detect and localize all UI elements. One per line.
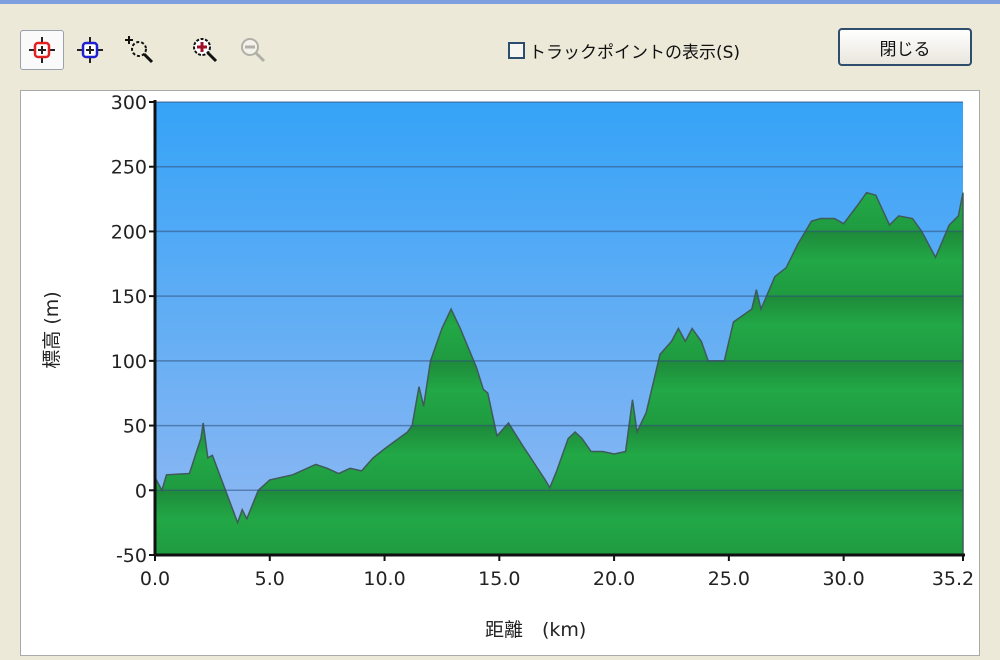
- zoom-area-tool-button[interactable]: [120, 30, 160, 70]
- x-tick-label: 25.0: [708, 568, 750, 590]
- blue-crosshair-tool-button[interactable]: [70, 30, 110, 70]
- y-tick-label: 100: [111, 351, 147, 373]
- x-tick-label: 0.0: [140, 568, 170, 590]
- x-tick-label: 5.0: [255, 568, 285, 590]
- y-tick-label: 250: [111, 157, 147, 179]
- close-button[interactable]: 閉じる: [838, 28, 972, 66]
- elevation-area: [154, 191, 964, 556]
- zoom-area-icon: [125, 36, 154, 64]
- x-tick-label: 35.2: [932, 568, 974, 590]
- y-tick-label: 0: [135, 480, 147, 502]
- crosshair-blue-icon: [77, 37, 103, 63]
- y-tick-label: -50: [116, 545, 147, 567]
- show-trackpoints-label: トラックポイントの表示(S): [529, 43, 741, 63]
- x-tick-label: 10.0: [363, 568, 405, 590]
- x-tick-label: 30.0: [822, 568, 864, 590]
- y-axis-label: 標高 (m): [41, 291, 63, 368]
- y-tick-label: 150: [111, 286, 147, 308]
- show-trackpoints-checkbox[interactable]: トラックポイントの表示(S): [508, 38, 740, 63]
- x-axis-label: 距離 (km): [485, 619, 586, 641]
- crosshair-red-icon: [29, 37, 55, 63]
- zoom-in-icon: [193, 38, 218, 63]
- window-top-border: [0, 0, 1000, 4]
- x-tick-label: 15.0: [478, 568, 520, 590]
- y-tick-label: 300: [111, 92, 147, 114]
- zoom-in-tool-button[interactable]: [185, 30, 225, 70]
- y-tick-label: 200: [111, 221, 147, 243]
- zoom-out-tool-button[interactable]: [233, 30, 273, 70]
- zoom-out-icon: [241, 38, 266, 63]
- x-tick-label: 20.0: [593, 568, 635, 590]
- checkbox-box[interactable]: [508, 42, 525, 59]
- red-crosshair-tool-button[interactable]: [20, 30, 64, 70]
- y-tick-label: 50: [123, 416, 147, 438]
